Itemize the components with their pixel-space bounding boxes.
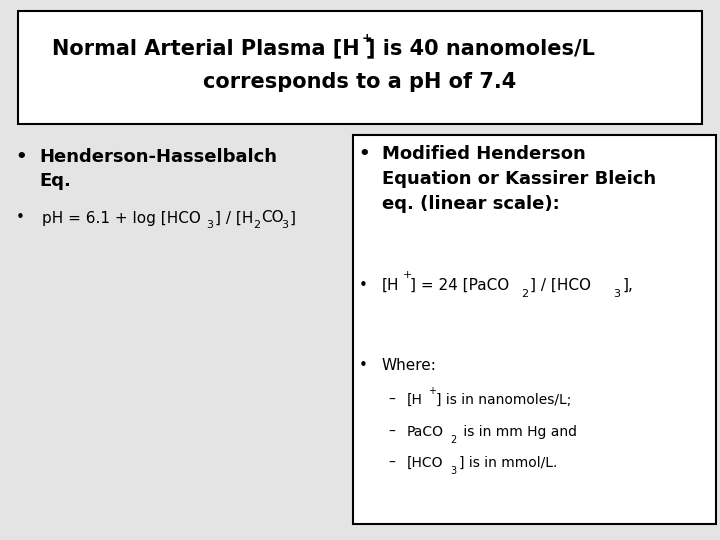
- Text: •: •: [16, 148, 27, 166]
- Text: is in mm Hg and: is in mm Hg and: [459, 425, 577, 439]
- Text: Equation or Kassirer Bleich: Equation or Kassirer Bleich: [382, 170, 656, 188]
- Text: ] = 24 [PaCO: ] = 24 [PaCO: [410, 278, 510, 293]
- Text: +: +: [403, 271, 413, 280]
- Text: 3: 3: [206, 220, 213, 230]
- Text: [H: [H: [407, 393, 423, 407]
- Text: ],: ],: [622, 278, 633, 293]
- Text: +: +: [361, 32, 372, 45]
- Text: corresponds to a pH of 7.4: corresponds to a pH of 7.4: [203, 72, 517, 92]
- Text: •: •: [359, 278, 367, 293]
- FancyBboxPatch shape: [353, 135, 716, 524]
- Text: ] is in mmol/L.: ] is in mmol/L.: [459, 456, 557, 470]
- Text: Eq.: Eq.: [40, 172, 71, 190]
- Text: •: •: [16, 210, 24, 225]
- Text: eq. (linear scale):: eq. (linear scale):: [382, 195, 559, 213]
- Text: ] / [H: ] / [H: [215, 211, 253, 226]
- Text: [HCO: [HCO: [407, 456, 444, 470]
- Text: Where:: Where:: [382, 357, 436, 373]
- Text: Normal Arterial Plasma [H: Normal Arterial Plasma [H: [53, 38, 360, 58]
- Text: 3: 3: [282, 220, 289, 230]
- Text: –: –: [389, 425, 396, 439]
- Text: 3: 3: [613, 289, 621, 299]
- Text: 2: 2: [450, 435, 456, 444]
- Text: pH = 6.1 + log [HCO: pH = 6.1 + log [HCO: [42, 211, 201, 226]
- Text: Modified Henderson: Modified Henderson: [382, 145, 585, 163]
- Text: •: •: [359, 357, 367, 373]
- Text: –: –: [389, 393, 396, 407]
- Text: ]: ]: [289, 211, 295, 226]
- Text: PaCO: PaCO: [407, 425, 444, 439]
- Text: 3: 3: [450, 465, 456, 476]
- Text: 2: 2: [253, 220, 261, 230]
- Text: •: •: [359, 145, 370, 163]
- Text: CO: CO: [261, 211, 284, 226]
- Text: ] / [HCO: ] / [HCO: [530, 278, 591, 293]
- Text: –: –: [389, 456, 396, 470]
- Text: ] is 40 nanomoles/L: ] is 40 nanomoles/L: [366, 38, 595, 58]
- Text: +: +: [428, 386, 436, 396]
- FancyBboxPatch shape: [18, 11, 702, 124]
- Text: ] is in nanomoles/L;: ] is in nanomoles/L;: [436, 393, 571, 407]
- Text: [H: [H: [382, 278, 399, 293]
- Text: Henderson-Hasselbalch: Henderson-Hasselbalch: [40, 148, 278, 166]
- Text: 2: 2: [521, 289, 528, 299]
